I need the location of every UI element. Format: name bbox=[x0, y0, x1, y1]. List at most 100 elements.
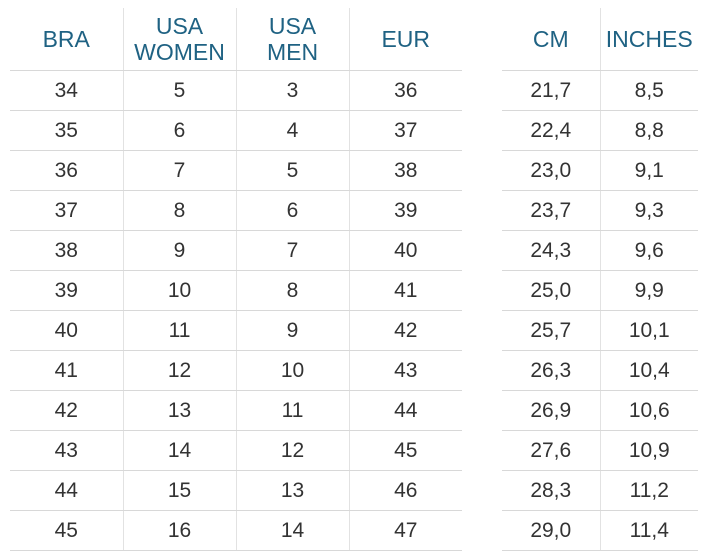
size-table: BRA USA WOMEN USA MEN EUR 34 5 3 36 35 6 4 37 36 7 5 38… bbox=[10, 8, 462, 551]
header-row: CM INCHES bbox=[502, 8, 698, 71]
table-row: 23,7 9,3 bbox=[502, 190, 698, 231]
table-cell: 9,3 bbox=[599, 190, 698, 231]
table-cell: 43 bbox=[348, 350, 462, 391]
table-cell: 40 bbox=[348, 230, 462, 271]
table-cell: 41 bbox=[10, 350, 123, 391]
table-cell: 6 bbox=[122, 110, 236, 151]
table-cell: 26,9 bbox=[502, 390, 600, 431]
table-row: 35 6 4 37 bbox=[10, 110, 462, 151]
table-cell: 39 bbox=[348, 190, 462, 231]
table-row: 45 16 14 47 bbox=[10, 510, 462, 551]
table-cell: 9 bbox=[235, 310, 349, 351]
table-cell: 23,7 bbox=[502, 190, 600, 231]
table-cell: 45 bbox=[10, 510, 123, 551]
table-cell: 23,0 bbox=[502, 150, 600, 191]
table-cell: 40 bbox=[10, 310, 123, 351]
table-cell: 11,4 bbox=[599, 510, 698, 551]
table-cell: 8,5 bbox=[599, 70, 698, 111]
header-text: USA WOMEN bbox=[134, 13, 225, 65]
table-cell: 9,6 bbox=[599, 230, 698, 271]
table-cell: 16 bbox=[122, 510, 236, 551]
table-row: 37 8 6 39 bbox=[10, 190, 462, 231]
table-row: 22,4 8,8 bbox=[502, 110, 698, 151]
table-row: 43 14 12 45 bbox=[10, 430, 462, 471]
table-row: 26,3 10,4 bbox=[502, 350, 698, 391]
table-row: 29,0 11,4 bbox=[502, 510, 698, 551]
table-row: 36 7 5 38 bbox=[10, 150, 462, 191]
table-cell: 7 bbox=[122, 150, 236, 191]
table-cell: 11 bbox=[122, 310, 236, 351]
header-text: BRA bbox=[42, 26, 90, 52]
table-row: 41 12 10 43 bbox=[10, 350, 462, 391]
table-row: 26,9 10,6 bbox=[502, 390, 698, 431]
header-text: INCHES bbox=[605, 26, 693, 52]
header-text: EUR bbox=[381, 26, 431, 52]
table-cell: 6 bbox=[235, 190, 349, 231]
table-row: 28,3 11,2 bbox=[502, 470, 698, 511]
table-cell: 9,9 bbox=[599, 270, 698, 311]
table-row: 34 5 3 36 bbox=[10, 70, 462, 111]
table-cell: 10,6 bbox=[599, 390, 698, 431]
table-cell: 42 bbox=[10, 390, 123, 431]
table-row: 25,0 9,9 bbox=[502, 270, 698, 311]
table-row: 39 10 8 41 bbox=[10, 270, 462, 311]
table-cell: 34 bbox=[10, 70, 123, 111]
table-cell: 44 bbox=[10, 470, 123, 511]
table-row: 23,0 9,1 bbox=[502, 150, 698, 191]
table-cell: 8,8 bbox=[599, 110, 698, 151]
column-header: INCHES bbox=[599, 8, 698, 71]
column-header: USA WOMEN bbox=[122, 8, 236, 71]
table-cell: 9 bbox=[122, 230, 236, 271]
table-cell: 28,3 bbox=[502, 470, 600, 511]
table-cell: 12 bbox=[235, 430, 349, 471]
table-cell: 29,0 bbox=[502, 510, 600, 551]
table-cell: 13 bbox=[122, 390, 236, 431]
table-cell: 36 bbox=[10, 150, 123, 191]
table-cell: 10,9 bbox=[599, 430, 698, 471]
table-cell: 21,7 bbox=[502, 70, 600, 111]
table-row: 44 15 13 46 bbox=[10, 470, 462, 511]
table-cell: 5 bbox=[122, 70, 236, 111]
column-header: USA MEN bbox=[235, 8, 349, 71]
table-row: 40 11 9 42 bbox=[10, 310, 462, 351]
table-row: 25,7 10,1 bbox=[502, 310, 698, 351]
table-row: 27,6 10,9 bbox=[502, 430, 698, 471]
table-cell: 14 bbox=[122, 430, 236, 471]
column-header: EUR bbox=[348, 8, 462, 71]
table-cell: 15 bbox=[122, 470, 236, 511]
table-cell: 11 bbox=[235, 390, 349, 431]
table-cell: 26,3 bbox=[502, 350, 600, 391]
table-cell: 10 bbox=[235, 350, 349, 391]
table-cell: 35 bbox=[10, 110, 123, 151]
table-cell: 39 bbox=[10, 270, 123, 311]
table-cell: 25,7 bbox=[502, 310, 600, 351]
table-row: 42 13 11 44 bbox=[10, 390, 462, 431]
table-cell: 13 bbox=[235, 470, 349, 511]
table-row: 38 9 7 40 bbox=[10, 230, 462, 271]
table-row: 21,7 8,5 bbox=[502, 70, 698, 111]
header-text: USA MEN bbox=[266, 13, 319, 65]
table-cell: 47 bbox=[348, 510, 462, 551]
column-header: BRA bbox=[10, 8, 123, 71]
table-cell: 8 bbox=[122, 190, 236, 231]
header-row: BRA USA WOMEN USA MEN EUR bbox=[10, 8, 462, 71]
table-cell: 44 bbox=[348, 390, 462, 431]
table-cell: 42 bbox=[348, 310, 462, 351]
table-cell: 22,4 bbox=[502, 110, 600, 151]
length-table: CM INCHES 21,7 8,5 22,4 8,8 23,0 9,1 23,7 9,3 24,3… bbox=[502, 8, 698, 551]
table-cell: 5 bbox=[235, 150, 349, 191]
table-cell: 11,2 bbox=[599, 470, 698, 511]
table-cell: 38 bbox=[348, 150, 462, 191]
table-cell: 24,3 bbox=[502, 230, 600, 271]
table-cell: 7 bbox=[235, 230, 349, 271]
table-cell: 10,4 bbox=[599, 350, 698, 391]
table-cell: 12 bbox=[122, 350, 236, 391]
table-cell: 10 bbox=[122, 270, 236, 311]
table-cell: 45 bbox=[348, 430, 462, 471]
table-cell: 3 bbox=[235, 70, 349, 111]
table-cell: 9,1 bbox=[599, 150, 698, 191]
table-cell: 43 bbox=[10, 430, 123, 471]
table-cell: 46 bbox=[348, 470, 462, 511]
